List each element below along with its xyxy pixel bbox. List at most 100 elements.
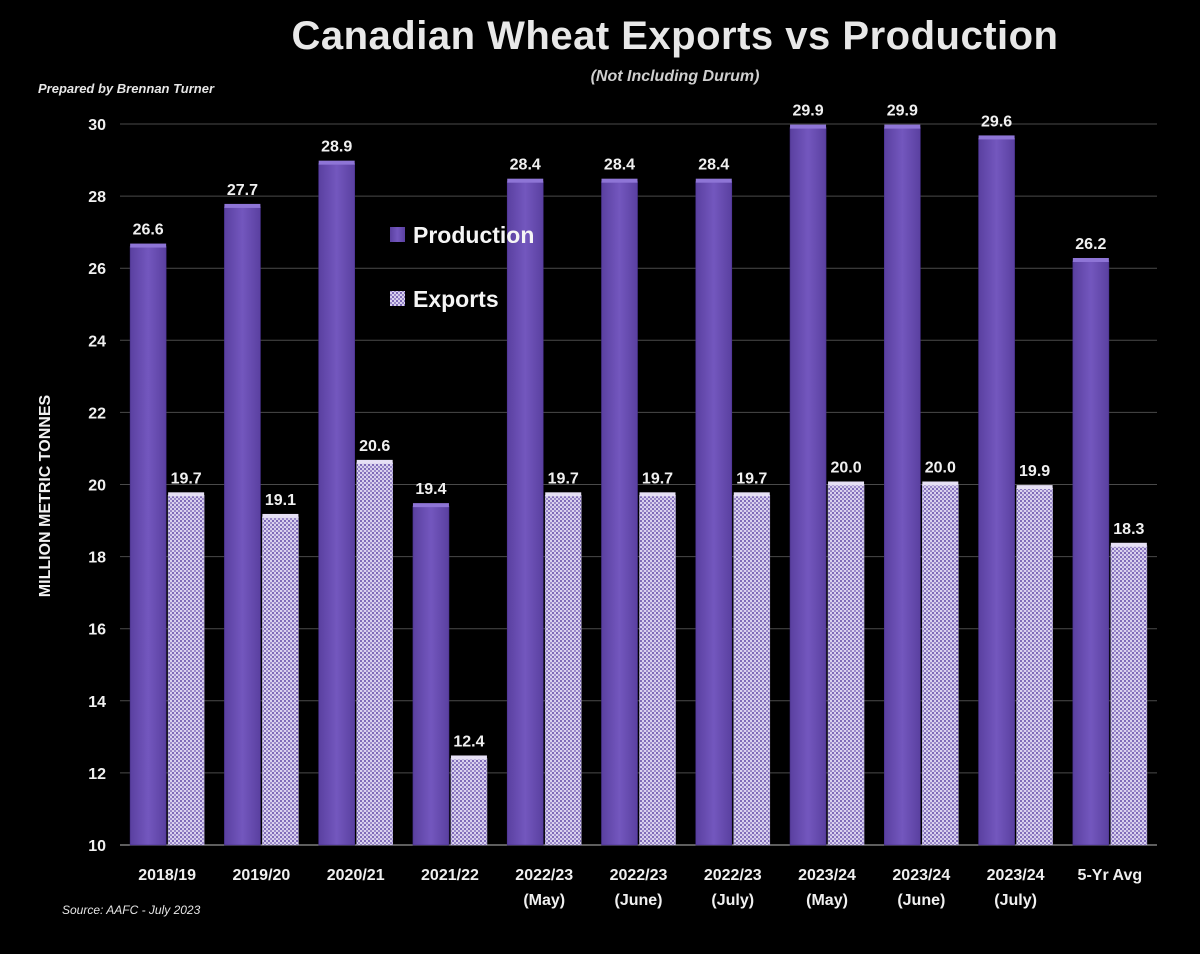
chart-title: Canadian Wheat Exports vs Production xyxy=(291,14,1059,58)
exports-bar xyxy=(1110,545,1148,846)
x-tick-label: (May) xyxy=(523,892,565,909)
exports-value-label: 20.6 xyxy=(359,438,390,455)
y-tick-label: 20 xyxy=(88,478,106,495)
exports-value-label: 19.7 xyxy=(548,470,579,487)
production-bar xyxy=(1072,260,1110,846)
production-bar-cap xyxy=(601,178,638,183)
production-value-label: 29.6 xyxy=(981,113,1012,130)
exports-value-label: 18.3 xyxy=(1113,521,1144,538)
x-tick-label: (May) xyxy=(806,892,848,909)
exports-bar xyxy=(827,484,865,846)
exports-value-label: 19.7 xyxy=(171,470,202,487)
exports-value-label: 20.0 xyxy=(830,460,861,477)
production-bar-cap xyxy=(1072,257,1109,262)
exports-bar xyxy=(356,462,393,846)
x-tick-label: 2023/24 xyxy=(798,867,856,884)
legend: Production Exports xyxy=(390,222,534,312)
x-tick-label: 2022/23 xyxy=(704,867,762,884)
production-value-label: 19.4 xyxy=(415,481,446,498)
legend-swatch-exports xyxy=(390,291,405,306)
x-tick-label: (July) xyxy=(711,892,754,909)
production-bar xyxy=(318,163,355,846)
y-tick-label: 28 xyxy=(88,189,106,206)
production-bar-cap xyxy=(884,124,921,129)
exports-value-label: 19.7 xyxy=(736,470,767,487)
bars xyxy=(129,124,1148,846)
production-bar-cap xyxy=(224,203,261,208)
production-bar xyxy=(412,505,450,846)
exports-value-label: 19.7 xyxy=(642,470,673,487)
production-bar xyxy=(129,246,167,846)
production-bar-cap xyxy=(130,243,167,248)
exports-bar-cap xyxy=(356,459,393,464)
exports-bar-cap xyxy=(168,492,205,497)
production-bar xyxy=(884,127,921,846)
exports-bar-cap xyxy=(639,492,676,497)
production-bar xyxy=(695,181,733,846)
exports-bar xyxy=(639,495,676,846)
exports-bar xyxy=(1016,487,1053,846)
production-bar xyxy=(224,206,261,846)
y-tick-label: 26 xyxy=(88,261,106,278)
y-tick-label: 22 xyxy=(88,405,106,422)
chart-subtitle: (Not Including Durum) xyxy=(590,68,760,85)
exports-bar xyxy=(450,758,488,846)
y-axis-ticks: 10 12 14 16 18 20 22 24 26 28 30 xyxy=(88,117,106,855)
production-value-label: 26.6 xyxy=(133,222,164,239)
x-tick-label: 2022/23 xyxy=(515,867,573,884)
exports-bar xyxy=(544,495,582,846)
y-tick-label: 14 xyxy=(88,694,106,711)
production-bar xyxy=(601,181,638,846)
legend-label-exports: Exports xyxy=(413,286,499,312)
production-bar xyxy=(789,127,827,846)
production-bar-cap xyxy=(790,124,827,129)
exports-bar-cap xyxy=(828,481,865,486)
y-tick-label: 18 xyxy=(88,550,106,567)
production-value-label: 29.9 xyxy=(887,103,918,120)
production-bar-cap xyxy=(695,178,732,183)
y-tick-label: 24 xyxy=(88,333,106,350)
exports-bar xyxy=(733,495,771,846)
x-tick-label: 2020/21 xyxy=(327,867,385,884)
exports-bar-cap xyxy=(450,755,487,760)
x-tick-label: 2023/24 xyxy=(892,867,950,884)
x-tick-label: 5-Yr Avg xyxy=(1078,867,1143,884)
production-bar-cap xyxy=(412,503,449,508)
production-bar-cap xyxy=(507,178,544,183)
x-tick-label: 2021/22 xyxy=(421,867,479,884)
exports-bar-cap xyxy=(922,481,959,486)
production-value-label: 28.4 xyxy=(698,157,729,174)
production-bar xyxy=(978,138,1015,846)
legend-label-production: Production xyxy=(413,222,534,248)
exports-bar xyxy=(167,495,205,846)
x-axis-ticks: 2018/19 2019/20 2020/21 2021/22 2022/23 (May)… xyxy=(138,867,1142,909)
exports-bar-cap xyxy=(1110,542,1147,547)
x-tick-label: (July) xyxy=(994,892,1037,909)
y-tick-label: 16 xyxy=(88,622,106,639)
y-tick-label: 30 xyxy=(88,117,106,134)
x-tick-label: 2023/24 xyxy=(987,867,1045,884)
production-value-label: 29.9 xyxy=(792,103,823,120)
exports-value-label: 19.1 xyxy=(265,492,296,509)
exports-bar-cap xyxy=(262,513,299,518)
production-bar-cap xyxy=(318,160,355,165)
y-tick-label: 10 xyxy=(88,838,106,855)
exports-bar-cap xyxy=(1016,485,1053,490)
exports-bar xyxy=(922,484,959,846)
production-value-label: 26.2 xyxy=(1075,236,1106,253)
x-tick-label: 2018/19 xyxy=(138,867,196,884)
exports-value-label: 12.4 xyxy=(453,733,484,750)
exports-bar xyxy=(262,516,299,846)
exports-value-label: 20.0 xyxy=(925,460,956,477)
prepared-by-note: Prepared by Brennan Turner xyxy=(38,81,215,96)
x-tick-label: 2019/20 xyxy=(232,867,290,884)
x-tick-label: (June) xyxy=(615,892,663,909)
production-value-label: 28.4 xyxy=(604,157,635,174)
production-bar-cap xyxy=(978,135,1015,140)
exports-value-label: 19.9 xyxy=(1019,463,1050,480)
production-value-label: 28.4 xyxy=(510,157,541,174)
x-tick-label: 2022/23 xyxy=(610,867,668,884)
legend-swatch-production xyxy=(390,227,405,242)
exports-bar-cap xyxy=(545,492,582,497)
